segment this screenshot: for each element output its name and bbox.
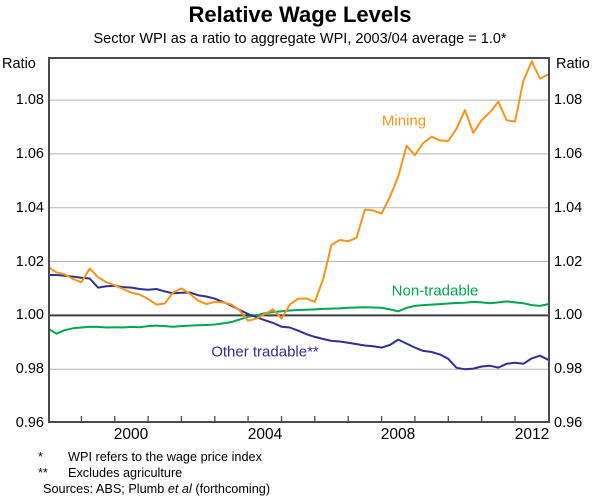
x-tick-label-2004: 2004 <box>247 426 283 443</box>
footnote-text-1: WPI refers to the wage price index <box>68 450 262 464</box>
x-tick-label-2012: 2012 <box>514 426 550 443</box>
page-subtitle: Sector WPI as a ratio to aggregate WPI, … <box>93 31 507 47</box>
chart-frame <box>48 57 550 423</box>
series-line-other-tradable <box>48 274 550 371</box>
y-axis-unit-left: Ratio <box>2 56 36 72</box>
y-tick-label-right-1.02: 1.02 <box>554 254 583 270</box>
footnote-marker-2: ** <box>38 466 48 480</box>
series-label-non-tradable: Non-tradable <box>391 282 479 300</box>
y-tick-label-left-0.98: 0.98 <box>15 361 44 377</box>
y-tick-label-left-1.06: 1.06 <box>15 146 44 162</box>
x-tick-label-2000: 2000 <box>113 426 149 443</box>
chart-canvas <box>48 57 550 423</box>
y-tick-label-left-1.00: 1.00 <box>15 307 44 323</box>
y-axis-unit-right: Ratio <box>556 56 590 72</box>
page-title: Relative Wage Levels <box>188 2 412 27</box>
y-tick-label-right-1.08: 1.08 <box>554 92 583 108</box>
y-tick-label-left-1.08: 1.08 <box>15 92 44 108</box>
y-tick-label-right-1.06: 1.06 <box>554 146 583 162</box>
y-tick-label-left-1.04: 1.04 <box>15 200 44 216</box>
sources-suffix: (forthcoming) <box>191 482 271 496</box>
y-tick-label-left-0.96: 0.96 <box>15 415 44 431</box>
y-tick-label-right-1.00: 1.00 <box>554 307 583 323</box>
series-label-mining: Mining <box>381 112 427 130</box>
series-line-non-tradable <box>48 300 550 335</box>
series-label-other-tradable: Other tradable** <box>211 343 319 361</box>
sources-italic: et al <box>167 482 192 496</box>
footnotes-block: * WPI refers to the wage price index ** … <box>38 449 578 497</box>
sources-prefix: Sources: ABS; Plumb <box>43 482 168 496</box>
footnote-line-2: ** Excludes agriculture <box>38 465 578 481</box>
footnote-marker-1: * <box>38 450 43 464</box>
x-tick-label-2008: 2008 <box>380 426 416 443</box>
series-line-mining <box>48 60 550 322</box>
footnote-line-1: * WPI refers to the wage price index <box>38 449 578 465</box>
y-tick-label-right-1.04: 1.04 <box>554 200 583 216</box>
y-tick-label-right-0.96: 0.96 <box>554 415 583 431</box>
y-tick-label-left-1.02: 1.02 <box>15 254 44 270</box>
sources-line: Sources: ABS; Plumb et al (forthcoming) <box>43 481 578 497</box>
footnote-text-2: Excludes agriculture <box>68 466 183 480</box>
y-tick-label-right-0.98: 0.98 <box>554 361 583 377</box>
